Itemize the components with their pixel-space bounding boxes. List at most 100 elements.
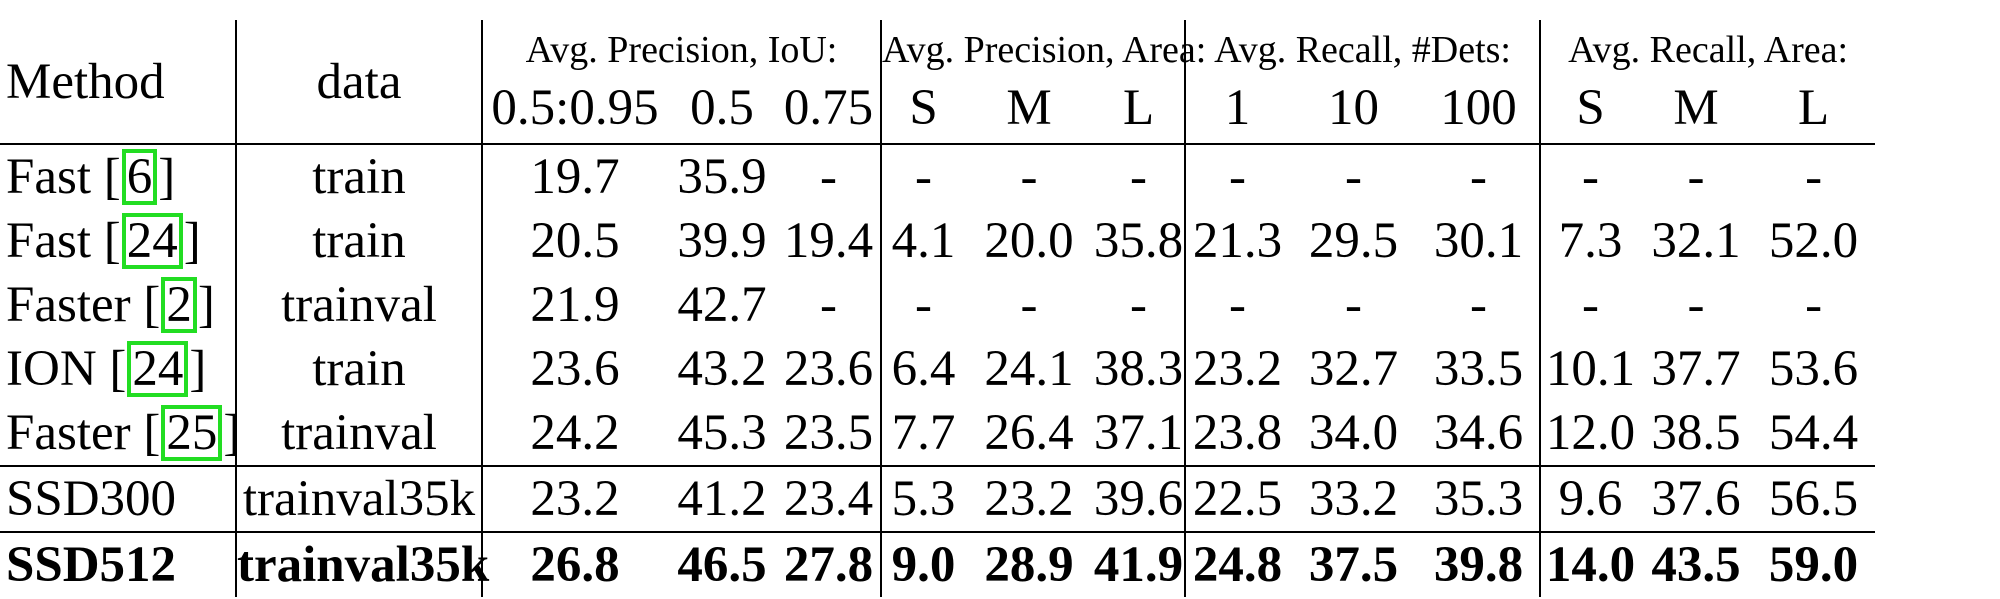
value-cell: -	[1345, 149, 1362, 205]
value-cell: 4.1	[880, 209, 966, 273]
value-cell: 14.0	[1539, 532, 1641, 597]
data-cell: trainval	[235, 273, 482, 337]
subheader-cell: M	[965, 72, 1094, 145]
value-cell: 35.8	[1093, 213, 1184, 269]
value-cell: -	[820, 277, 837, 333]
value-cell: -	[1470, 149, 1488, 205]
value-cell: 32.1	[1651, 213, 1741, 269]
value-cell: 9.0	[880, 532, 966, 597]
data-cell: train	[235, 209, 482, 273]
value-cell: 37.7	[1651, 341, 1741, 397]
value-cell: 10.1	[1539, 337, 1641, 401]
value-cell: 20.0	[984, 213, 1074, 269]
value-cell: 12.0	[1539, 401, 1641, 467]
subheader-cell: 1	[1184, 72, 1290, 145]
citation-link[interactable]: 2	[161, 277, 197, 334]
header-group-ap-iou: Avg. Precision, IoU:	[480, 20, 882, 72]
method-cell: Fast [24]	[6, 213, 201, 270]
value-cell: -	[1687, 277, 1705, 333]
value-cell: -	[1687, 149, 1705, 205]
value-cell: 30.1	[1433, 213, 1524, 269]
value-cell: -	[820, 149, 837, 205]
header-method: Method	[0, 20, 236, 145]
value-cell: 21.3	[1184, 209, 1290, 273]
value-cell: 21.9	[481, 273, 667, 337]
value-cell: 39.6	[1093, 466, 1186, 533]
value-cell: 35.3	[1418, 466, 1541, 533]
table-row: SSD300 trainval35k 23.2 41.2 23.4 5.3 23.2 39.6…	[0, 466, 2000, 533]
table-row: ION [24] train 23.6 43.2 23.6 6.4 24.1 38.3 23.2…	[0, 337, 2000, 401]
table-row: Fast [24] train 20.5 39.9 19.4 4.1 20.0 35.8 21.…	[0, 209, 2000, 273]
value-cell: 29.5	[1308, 213, 1399, 269]
value-cell: -	[1130, 149, 1147, 205]
subheader-cell: 0.5	[667, 72, 777, 145]
value-cell: -	[1184, 273, 1290, 337]
value-cell: 33.5	[1433, 341, 1524, 397]
value-cell: 23.2	[1184, 337, 1290, 401]
value-cell: 37.1	[1093, 401, 1186, 467]
citation-link[interactable]: 25	[161, 405, 223, 462]
value-cell: -	[1805, 277, 1823, 333]
value-cell: 53.6	[1768, 341, 1859, 397]
citation-link[interactable]: 6	[121, 149, 158, 206]
citation-link[interactable]: 24	[127, 341, 189, 398]
value-cell: 34.0	[1289, 401, 1419, 467]
value-cell: 37.5	[1308, 537, 1399, 593]
value-cell: -	[1470, 277, 1488, 333]
header-group-ar-area: Avg. Recall, Area:	[1539, 20, 1876, 72]
value-cell: 26.4	[965, 401, 1094, 467]
value-cell: 23.5	[777, 401, 882, 467]
method-cell: Faster [25]	[0, 401, 240, 467]
value-cell: 28.9	[984, 537, 1074, 593]
value-cell: 27.8	[783, 537, 874, 593]
value-cell: -	[1539, 144, 1641, 209]
method-name: SSD512	[6, 537, 177, 593]
value-cell: 35.9	[677, 149, 767, 205]
method-name: Faster	[6, 405, 131, 461]
value-cell: 59.0	[1768, 537, 1859, 593]
value-cell: 38.5	[1640, 401, 1753, 467]
method-name: Fast	[6, 213, 92, 269]
method-name: Faster	[6, 277, 131, 333]
value-cell: 52.0	[1768, 213, 1859, 269]
subheader-cell: L	[1093, 72, 1186, 145]
header-data: data	[235, 20, 482, 145]
results-table: Method data Avg. Precision, IoU: Avg. Pr…	[0, 20, 2000, 597]
value-cell: -	[1130, 277, 1147, 333]
value-cell: 32.7	[1308, 341, 1399, 397]
value-cell: 24.8	[1184, 532, 1290, 597]
value-cell: -	[1805, 149, 1823, 205]
data-cell: trainval	[235, 401, 482, 467]
method-cell: SSD512	[0, 532, 236, 597]
citation-link[interactable]: 24	[121, 213, 183, 270]
value-cell: -	[1020, 149, 1038, 205]
value-cell: 42.7	[677, 277, 767, 333]
data-cell: trainval35k	[235, 532, 489, 597]
value-cell: 23.6	[481, 337, 667, 401]
subheader-cell: M	[1640, 72, 1753, 145]
subheader-cell: 10	[1289, 72, 1419, 145]
subheader-cell: S	[1539, 72, 1641, 145]
table-row: SSD512 trainval35k 26.8 46.5 27.8 9.0 28.9 41.9…	[0, 532, 2000, 597]
data-cell: trainval35k	[235, 466, 482, 533]
method-name: ION	[6, 341, 97, 397]
value-cell: 39.8	[1433, 537, 1524, 593]
table-row: Faster [25] trainval 24.2 45.3 23.5 7.7 26.4 37…	[0, 401, 2000, 467]
value-cell: 41.2	[667, 466, 777, 533]
value-cell: 23.4	[777, 466, 882, 533]
table-row: Fast [6] train 19.7 35.9- - - - - - - - - -	[0, 144, 2000, 209]
method-name: Fast	[6, 149, 92, 205]
value-cell: -	[1345, 277, 1362, 333]
value-cell: 7.7	[880, 401, 966, 467]
value-cell: 19.4	[783, 213, 874, 269]
value-cell: 24.2	[481, 401, 667, 467]
value-cell: -	[1020, 277, 1038, 333]
value-cell: 33.2	[1289, 466, 1419, 533]
value-cell: 43.5	[1651, 537, 1741, 593]
value-cell: 37.6	[1640, 466, 1753, 533]
value-cell: 20.5	[481, 209, 667, 273]
table-row: Faster [2] trainval 21.9 42.7- - - - - - - - - -	[0, 273, 2000, 337]
subheader-cell: 0.75	[777, 72, 882, 145]
method-cell: ION [24]	[6, 341, 207, 398]
value-cell: 39.9	[677, 213, 767, 269]
